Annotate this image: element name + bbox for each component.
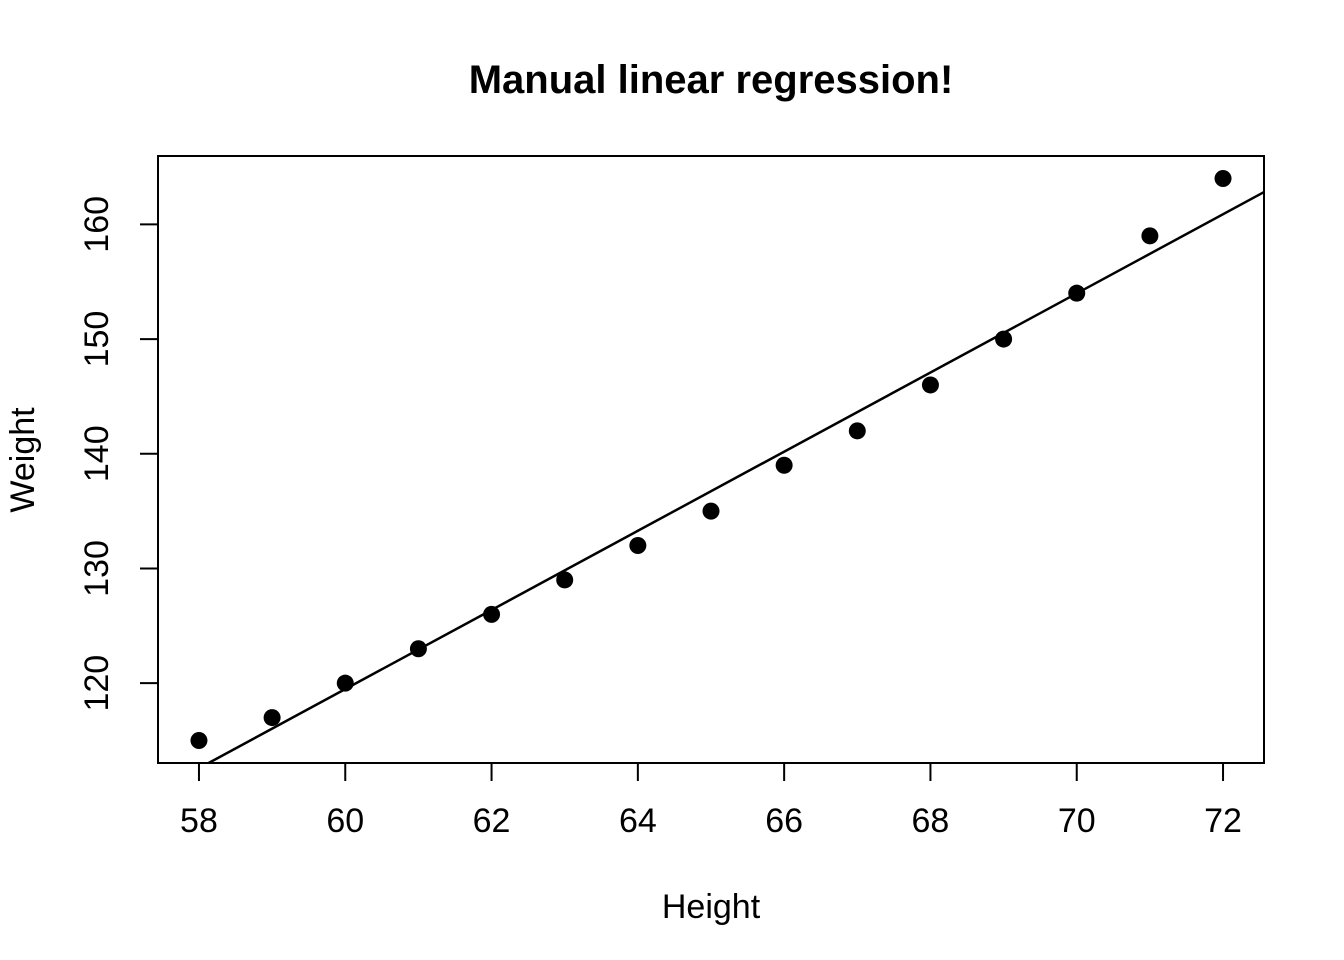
y-tick-label: 160 <box>78 196 116 253</box>
y-tick-label: 120 <box>78 655 116 712</box>
data-point <box>263 709 281 727</box>
plot-border <box>157 155 1265 764</box>
data-point <box>848 422 866 440</box>
data-point <box>483 605 501 623</box>
regression-line <box>208 190 1265 765</box>
y-tick-label: 150 <box>78 311 116 368</box>
x-tick-label: 66 <box>765 802 803 840</box>
x-tick-label: 60 <box>326 802 364 840</box>
y-axis-label: Weight <box>4 407 42 513</box>
data-point <box>1214 169 1232 187</box>
data-point <box>702 502 720 520</box>
x-tick-label: 72 <box>1204 802 1242 840</box>
x-tick-label: 64 <box>619 802 657 840</box>
data-point <box>190 732 208 750</box>
data-points <box>190 169 1232 750</box>
data-point <box>995 330 1013 348</box>
y-axis: 120 130 140 150 160 <box>78 196 158 712</box>
data-point <box>336 674 354 692</box>
data-point <box>556 571 574 589</box>
chart-title: Manual linear regression! <box>469 58 954 102</box>
plot-area <box>158 156 1264 763</box>
data-point <box>921 376 939 394</box>
data-point <box>629 537 647 555</box>
data-point <box>1068 284 1086 302</box>
data-point <box>409 640 427 658</box>
x-axis-label: Height <box>662 888 761 926</box>
data-point <box>1141 227 1159 245</box>
x-tick-label: 68 <box>912 802 950 840</box>
y-tick-label: 130 <box>78 540 116 597</box>
data-point <box>775 456 793 474</box>
x-tick-label: 70 <box>1058 802 1096 840</box>
x-axis: 58 60 62 64 66 68 70 72 <box>180 763 1242 840</box>
x-tick-label: 58 <box>180 802 218 840</box>
y-tick-label: 140 <box>78 425 116 482</box>
x-tick-label: 62 <box>473 802 511 840</box>
